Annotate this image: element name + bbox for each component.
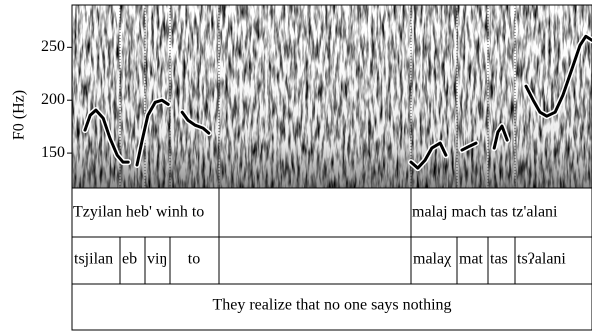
spectrogram-shade <box>72 5 592 188</box>
chart: F0 (Hz) 150 200 250 Tzyilan heb' winh to mal… <box>0 0 592 331</box>
y-tick-label: 200 <box>41 91 65 108</box>
tier-label: viŋ <box>147 251 167 268</box>
tier-label: Tzyilan heb' winh to <box>73 204 204 221</box>
y-axis-label: F0 (Hz) <box>11 90 28 140</box>
tier-label: malaj mach tas tz'alani <box>412 204 558 221</box>
y-tick-label: 250 <box>41 38 65 55</box>
tier-label: tsjilan <box>74 251 113 268</box>
y-tick-label: 150 <box>41 144 65 161</box>
tier-label: They realize that no one says nothing <box>212 297 451 314</box>
tier-label: to <box>188 251 200 268</box>
tier-label: eb <box>122 251 137 268</box>
tier-label: tas <box>490 251 508 268</box>
tier-label: mat <box>459 251 484 268</box>
tier-label: tsʔalani <box>517 251 566 268</box>
tier-label: malaχ <box>413 251 452 268</box>
